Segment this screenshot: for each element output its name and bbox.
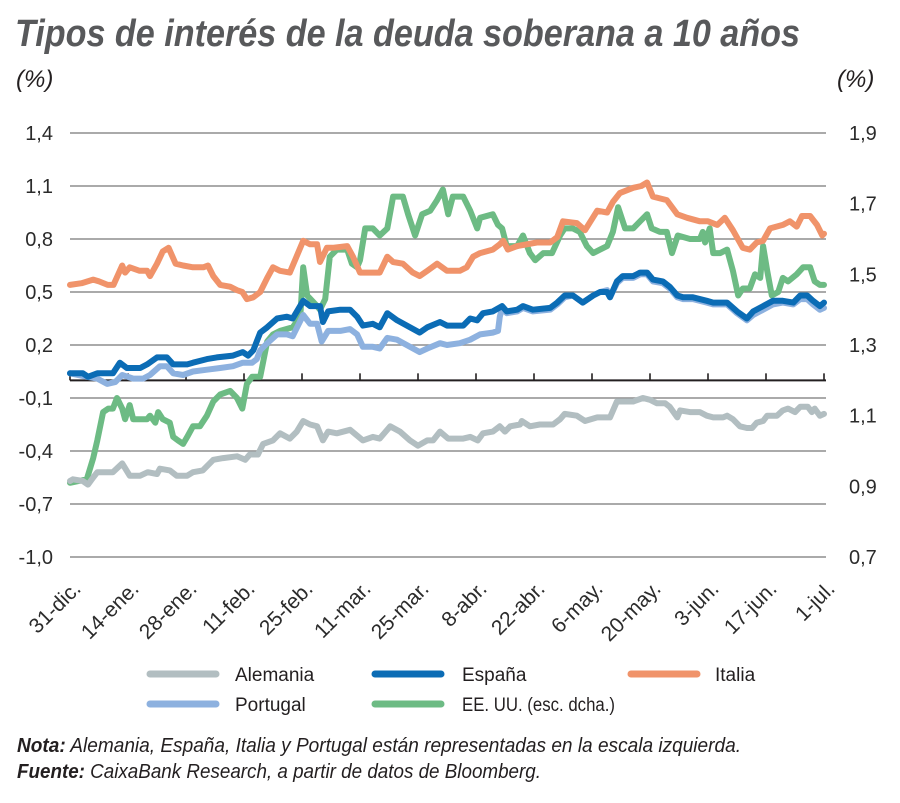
x-tick-label: 11-mar.	[310, 577, 376, 643]
x-tick-label: 31-dic.	[25, 577, 86, 638]
x-tick-label: 28-ene.	[135, 577, 202, 644]
legend-item-espana: España	[371, 665, 527, 686]
legend-label-portugal: Portugal	[235, 695, 306, 716]
x-tick-label: 1-jul.	[791, 577, 839, 625]
right-y-tick-label: 1,5	[849, 264, 877, 286]
x-tick-label: 25-feb.	[255, 577, 318, 640]
x-tick-label: 25-mar.	[367, 577, 434, 644]
legend-item-alemania: Alemania	[146, 665, 315, 686]
left-y-tick-label: 0,5	[25, 282, 53, 304]
right-y-tick-label: 0,7	[849, 547, 877, 569]
x-axis-labels: 31-dic.14-ene.28-ene.11-feb.25-feb.11-ma…	[25, 577, 840, 646]
left-y-tick-label: -0,7	[19, 494, 53, 516]
left-y-tick-label: 1,4	[25, 123, 53, 145]
right-y-tick-label: 1,3	[849, 335, 877, 357]
note-label: Nota:	[17, 735, 66, 757]
left-axis-unit: (%)	[16, 66, 53, 93]
x-tick-label: 22-abr.	[487, 577, 550, 640]
right-y-tick-label: 1,9	[849, 123, 877, 145]
series-line-italia	[67, 179, 827, 303]
right-axis-unit: (%)	[837, 66, 874, 93]
x-tick-label: 14-ene.	[77, 577, 144, 644]
x-tick-label: 3-jun.	[670, 577, 723, 630]
left-y-tick-label: -0,1	[19, 388, 53, 410]
x-tick-label: 8-abr.	[437, 577, 491, 631]
right-y-tick-label: 1,1	[849, 406, 877, 428]
left-y-tick-label: 0,2	[25, 335, 53, 357]
x-tick-label: 20-may.	[597, 577, 666, 646]
x-tick-label: 11-feb.	[198, 577, 259, 638]
source-label: Fuente:	[17, 761, 85, 783]
legend: Alemania España Italia Portugal EE. UU. …	[146, 665, 756, 716]
legend-item-eeuu: EE. UU. (esc. dcha.)	[371, 695, 615, 716]
legend-label-italia: Italia	[715, 665, 756, 686]
left-y-tick-label: 1,1	[25, 176, 53, 198]
right-y-axis-labels: 1,9 1,7 1,5 1,3 1,1 0,9 0,7	[849, 123, 877, 569]
series-line-espana	[67, 269, 827, 380]
left-y-tick-label: 0,8	[25, 229, 53, 251]
legend-label-espana: España	[462, 665, 527, 686]
right-y-tick-label: 1,7	[849, 194, 877, 216]
legend-item-italia: Italia	[627, 665, 756, 686]
series-lines	[67, 179, 827, 488]
series-line-ee-uu-esc-dcha	[67, 186, 827, 486]
left-y-tick-label: -1,0	[19, 547, 53, 569]
right-y-tick-label: 0,9	[849, 476, 877, 498]
chart-title: Tipos de interés de la deuda soberana a …	[15, 13, 800, 55]
chart-source: Fuente: CaixaBank Research, a partir de …	[17, 761, 541, 783]
legend-label-eeuu: EE. UU. (esc. dcha.)	[462, 695, 615, 716]
left-y-axis-labels: 1,4 1,1 0,8 0,5 0,2 -0,1 -0,4 -0,7 -1,0	[19, 123, 53, 569]
legend-label-alemania: Alemania	[235, 665, 315, 686]
source-text: CaixaBank Research, a partir de datos de…	[85, 761, 541, 783]
note-text: Alemania, España, Italia y Portugal está…	[66, 735, 741, 757]
legend-item-portugal: Portugal	[146, 695, 306, 716]
series-line-portugal	[67, 271, 827, 387]
x-tick-label: 17-jun.	[720, 577, 782, 639]
series-line-alemania	[67, 395, 827, 488]
left-y-tick-label: -0,4	[19, 441, 53, 463]
chart-note: Nota: Alemania, España, Italia y Portuga…	[17, 735, 741, 757]
